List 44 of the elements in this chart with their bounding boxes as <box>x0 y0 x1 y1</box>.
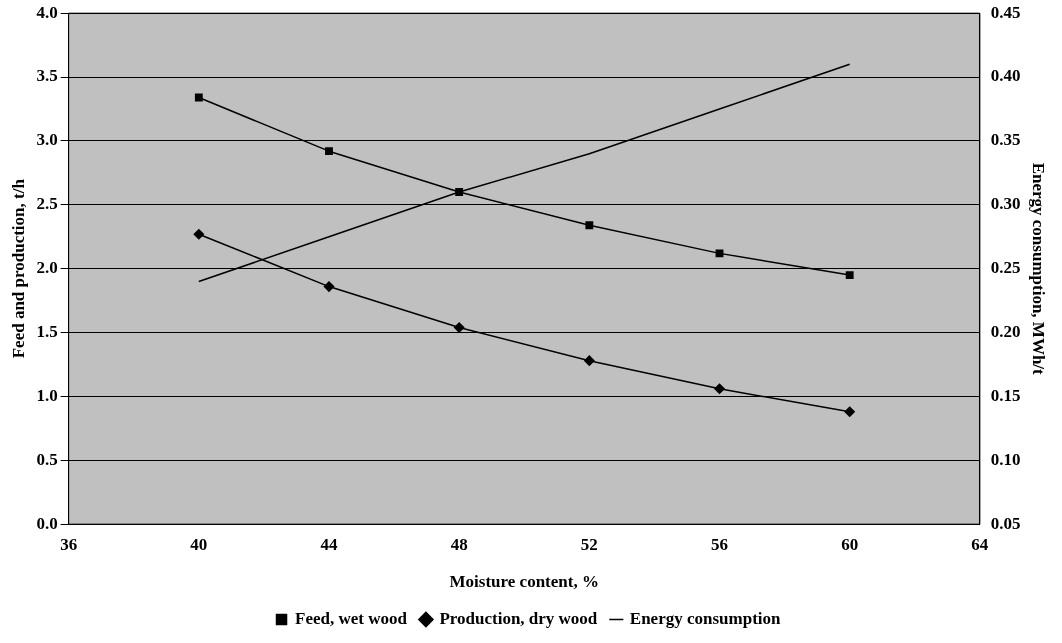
point <box>584 355 595 366</box>
y2-tick-label: 0.30 <box>990 194 1021 214</box>
x-tick-label: 40 <box>190 534 208 554</box>
point <box>193 228 205 240</box>
point <box>455 188 464 196</box>
y-tick-label: 2.0 <box>36 258 58 278</box>
y2-tick-label: 0.40 <box>990 66 1021 86</box>
y-tick-label: 2.5 <box>36 194 58 214</box>
y2-tick-label: 0.20 <box>990 321 1021 341</box>
x-tick-label: 64 <box>971 534 989 554</box>
point <box>585 221 594 230</box>
legend-label: Production, dry wood <box>439 608 598 628</box>
y-tick-label: 0.0 <box>36 513 58 533</box>
y-tick-label: 3.0 <box>36 130 58 150</box>
x-tick-label: 44 <box>320 534 338 554</box>
x-tick-label: 36 <box>60 534 78 554</box>
point <box>194 93 203 102</box>
point <box>323 281 335 292</box>
y-tick-label: 0.5 <box>36 449 58 469</box>
y2-tick-label: 0.35 <box>990 130 1021 150</box>
point <box>844 406 855 418</box>
point <box>715 249 724 258</box>
x-tick-label: 56 <box>711 534 729 554</box>
y2-tick-label: 0.45 <box>990 2 1021 22</box>
point <box>714 383 725 395</box>
y2-axis-title: Energy consumption, MWh/t <box>1029 162 1049 376</box>
y2-tick-label: 0.25 <box>990 258 1021 278</box>
legend-label: Energy consumption <box>629 608 782 628</box>
x-tick-label: 60 <box>841 534 859 554</box>
y2-tick-label: 0.15 <box>990 385 1021 405</box>
x-tick-label: 48 <box>450 534 468 554</box>
y-axis-title: Feed and production, t/h <box>8 178 28 359</box>
y-tick-label: 1.0 <box>36 385 58 405</box>
y2-tick-label: 0.05 <box>990 513 1021 533</box>
x-axis-title: Moisture content, % <box>449 572 599 592</box>
point <box>453 322 465 333</box>
y-tick-label: 4.0 <box>36 2 58 22</box>
legend-label: Feed, wet wood <box>295 608 408 628</box>
point <box>325 147 333 156</box>
y-tick-label: 3.5 <box>36 66 58 86</box>
y2-tick-label: 0.10 <box>990 449 1021 469</box>
point <box>845 271 854 280</box>
y-tick-label: 1.5 <box>36 321 58 341</box>
x-tick-label: 52 <box>580 534 598 554</box>
